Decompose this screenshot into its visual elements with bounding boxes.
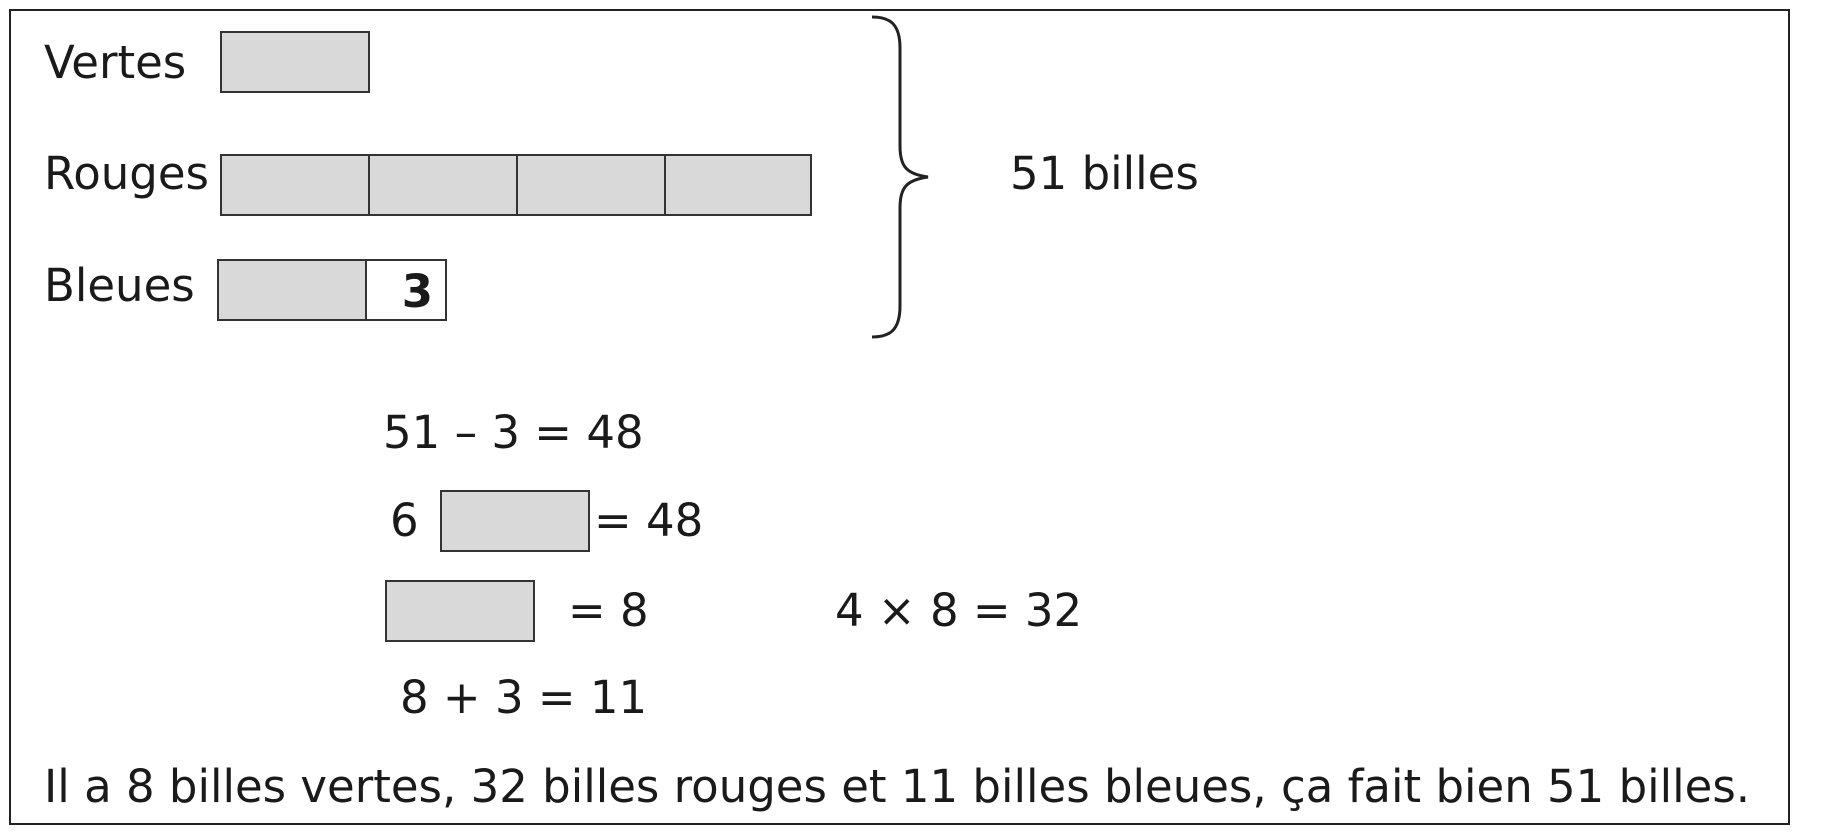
label-rouges: Rouges <box>44 147 209 200</box>
bar-bleues-unit <box>217 259 367 321</box>
bar-rouges-divider-3 <box>664 156 666 214</box>
label-bleues: Bleues <box>44 259 195 312</box>
equation-2-unit-box <box>440 490 590 552</box>
label-vertes: Vertes <box>44 36 187 89</box>
equation-4: 4 × 8 = 32 <box>835 584 1083 637</box>
equation-2-result: = 48 <box>594 494 704 547</box>
equation-1: 51 – 3 = 48 <box>383 406 644 459</box>
bar-rouges-divider-1 <box>368 156 370 214</box>
curly-brace <box>871 15 929 339</box>
total-label: 51 billes <box>1010 147 1199 200</box>
conclusion-text: Il a 8 billes vertes, 32 billes rouges e… <box>44 760 1751 813</box>
equation-3-unit-box <box>385 580 535 642</box>
bar-bleues-extra-label: 3 <box>401 265 433 318</box>
equation-5: 8 + 3 = 11 <box>400 671 648 724</box>
bar-bleues-extra: 3 <box>365 259 447 321</box>
bar-vertes-unit <box>220 31 370 93</box>
equation-3-result: = 8 <box>568 584 649 637</box>
bar-rouges <box>220 154 812 216</box>
bar-rouges-divider-2 <box>516 156 518 214</box>
equation-2-coefficient: 6 <box>390 494 419 547</box>
